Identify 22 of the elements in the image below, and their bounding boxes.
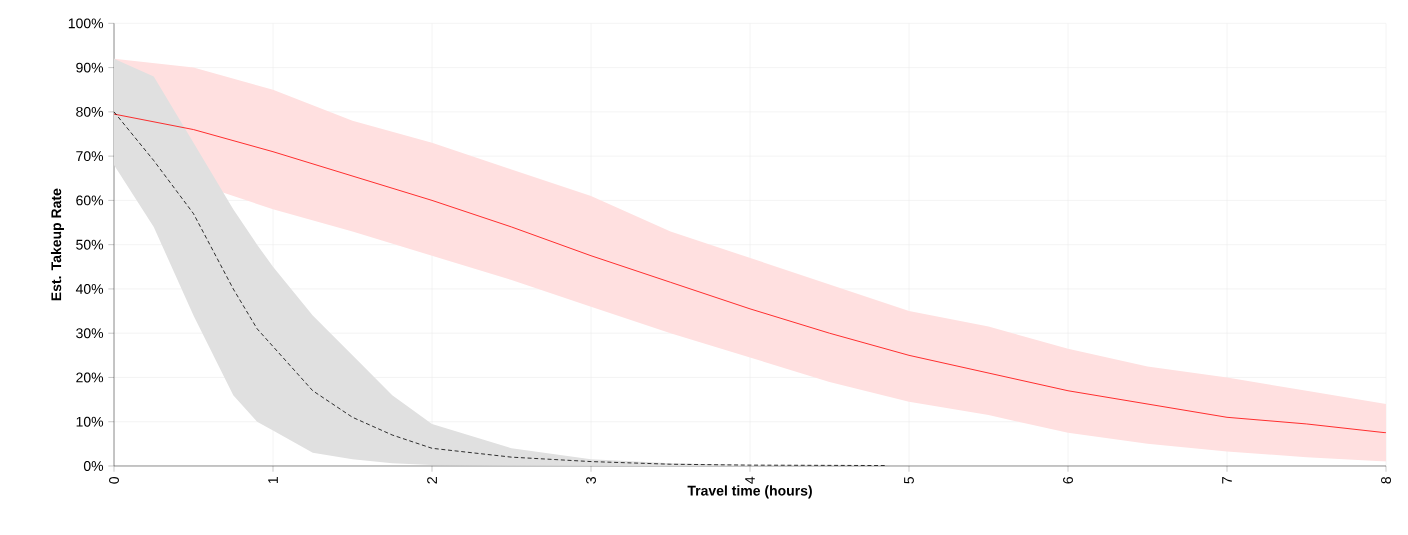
- x-tick-label: 6: [1063, 477, 1073, 484]
- y-tick-label: 50%: [76, 239, 104, 250]
- y-tick-label: 0%: [83, 461, 104, 471]
- x-tick-label: 0: [109, 476, 119, 484]
- y-tick-label: 70%: [76, 151, 104, 162]
- x-axis-title: Travel time (hours): [687, 485, 812, 499]
- y-tick-label: 90%: [76, 62, 104, 73]
- y-tick-label: 80%: [76, 106, 104, 117]
- y-tick-label: 30%: [76, 328, 104, 339]
- x-tick-label: 7: [1222, 477, 1232, 484]
- y-tick-label: 100%: [68, 18, 104, 29]
- x-tick-label: 3: [586, 477, 596, 484]
- y-tick-label: 60%: [76, 195, 104, 206]
- y-tick-label: 20%: [76, 372, 104, 383]
- x-tick-label: 4: [745, 476, 755, 484]
- x-tick-label: 5: [904, 476, 914, 484]
- x-tick-label: 8: [1381, 477, 1391, 484]
- x-tick-label: 1: [268, 477, 278, 484]
- y-tick-label: 10%: [76, 416, 104, 427]
- y-axis-title: Est. Takeup Rate: [50, 188, 64, 301]
- x-tick-label: 2: [427, 477, 437, 484]
- y-tick-label: 40%: [75, 283, 104, 294]
